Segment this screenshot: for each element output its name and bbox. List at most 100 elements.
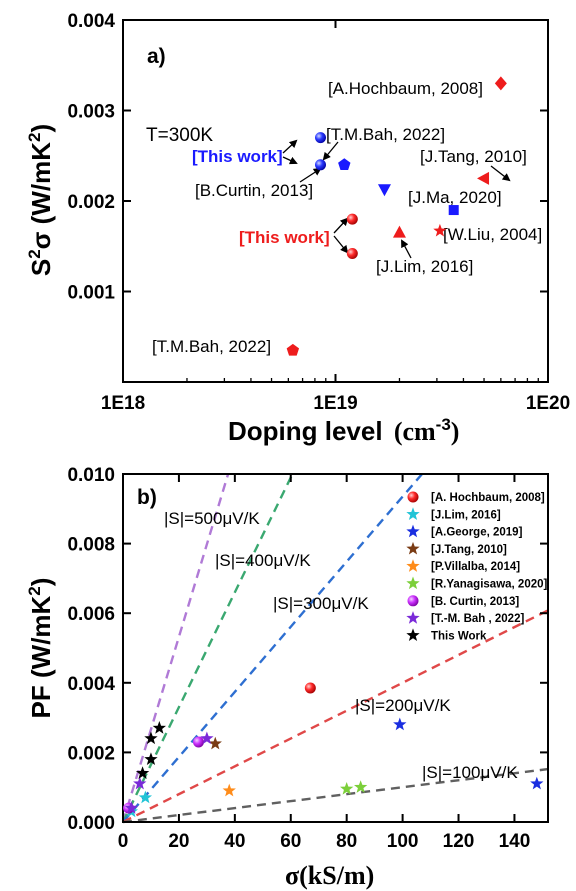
panel-b-legend: [A. Hochbaum, 2008] [J.Lim, 2016] [A.Georg… xyxy=(406,491,548,642)
panel-b-frame xyxy=(122,473,549,823)
legend-label: [R.Yanagisawa, 2020] xyxy=(431,579,548,591)
x-tick-label: 1E19 xyxy=(313,393,357,414)
legend-marker xyxy=(406,524,420,538)
x-tick-label: 120 xyxy=(443,831,475,852)
panel-b-y-axis-title: PF (W/mK2) xyxy=(25,578,56,719)
annotation-arrows xyxy=(282,139,511,259)
panel-b-x-axis: 0 20 40 60 80 100 120 140 xyxy=(118,474,531,852)
y-tick-label: 0.004 xyxy=(67,11,115,32)
slope-label-500: |S|=500μV/K xyxy=(164,509,260,528)
legend-label: [A. Hochbaum, 2008] xyxy=(431,492,545,504)
reference-line xyxy=(122,767,549,824)
legend-label: [P.Villalba, 2014] xyxy=(431,561,520,573)
legend-marker xyxy=(406,559,420,572)
data-point xyxy=(448,205,459,216)
annotation-liu: [W.Liu, 2004] xyxy=(443,225,542,244)
data-point xyxy=(133,776,147,790)
annotation-hochbaum: [A.Hochbaum, 2008] xyxy=(328,79,483,98)
y-tick-label: 0.002 xyxy=(67,192,115,213)
panel-a-label: a) xyxy=(147,45,166,68)
data-point xyxy=(315,159,327,171)
slope-label-300: |S|=300μV/K xyxy=(273,594,369,613)
data-point xyxy=(304,682,316,694)
slope-label-200: |S|=200μV/K xyxy=(355,696,451,715)
data-point xyxy=(338,158,351,171)
data-point xyxy=(200,731,214,745)
x-tick-label: 60 xyxy=(280,831,301,852)
data-point xyxy=(393,717,407,731)
panel-b-y-axis: 0.000 0.002 0.004 0.006 0.008 0.010 xyxy=(67,465,548,834)
legend-marker xyxy=(407,491,419,503)
data-point xyxy=(208,736,222,750)
legend-label: [J.Tang, 2010] xyxy=(431,544,507,556)
x-tick-label: 40 xyxy=(224,831,245,852)
data-point xyxy=(494,76,507,91)
annotation-bah-2022-top: [T.M.Bah, 2022] xyxy=(326,125,445,144)
data-point xyxy=(377,184,391,197)
data-point xyxy=(346,213,358,225)
annotation-this-work-blue: [This work] xyxy=(192,147,283,166)
y-tick-label: 0.000 xyxy=(67,813,115,834)
legend-label: [J.Lim, 2016] xyxy=(431,509,501,521)
legend-marker xyxy=(406,507,420,520)
panel-b-reference-lines xyxy=(121,473,549,824)
data-point xyxy=(138,790,153,804)
data-point xyxy=(315,132,327,144)
reference-line xyxy=(121,473,294,823)
y-tick-label: 0.002 xyxy=(67,743,115,764)
data-point xyxy=(346,247,358,259)
temperature-note: T=300K xyxy=(146,125,213,146)
panel-b-points xyxy=(123,682,544,818)
data-point xyxy=(433,223,447,237)
slope-label-400: |S|=400μV/K xyxy=(215,551,311,570)
x-tick-label: 20 xyxy=(168,831,189,852)
annotation-curtin: [B.Curtin, 2013] xyxy=(195,181,313,200)
panel-b: 0.000 0.002 0.004 0.006 0.008 0.010 0 20 40 60 80… xyxy=(25,465,549,890)
data-point xyxy=(152,721,167,734)
panel-a-points xyxy=(286,76,507,356)
data-point xyxy=(144,731,158,745)
y-tick-label: 0.006 xyxy=(67,604,115,625)
data-point xyxy=(530,776,544,790)
data-point xyxy=(340,781,354,795)
annotation-ma: [J.Ma, 2020] xyxy=(408,188,502,207)
annotation-lim: [J.Lim, 2016] xyxy=(376,257,473,276)
data-point xyxy=(392,225,406,238)
y-tick-label: 0.004 xyxy=(67,674,115,695)
slope-label-100: |S|=100μV/K xyxy=(422,763,518,782)
y-tick-label: 0.003 xyxy=(67,102,115,123)
x-tick-label: 100 xyxy=(387,831,419,852)
reference-line xyxy=(122,609,549,824)
x-tick-label: 1E18 xyxy=(101,393,145,414)
legend-marker xyxy=(406,611,420,624)
legend-marker xyxy=(406,576,420,590)
legend-marker xyxy=(407,595,419,607)
annotation-tang: [J.Tang, 2010] xyxy=(420,147,527,166)
panel-b-x-axis-title: σ(kS/m) xyxy=(285,861,374,890)
data-point xyxy=(222,783,236,797)
data-point xyxy=(354,780,368,793)
legend-marker xyxy=(406,628,420,642)
x-tick-label: 0 xyxy=(118,831,129,852)
panel-a-x-axis-title: Doping level (cm-3) xyxy=(228,415,459,446)
legend-label: [A.George, 2019] xyxy=(431,527,523,539)
x-tick-label: 80 xyxy=(336,831,357,852)
annotation-this-work-red: [This work] xyxy=(239,228,330,247)
x-tick-label: 140 xyxy=(499,831,531,852)
legend-label: This Work xyxy=(431,630,487,642)
y-tick-label: 0.008 xyxy=(67,535,115,556)
y-tick-label: 0.001 xyxy=(67,283,115,304)
annotation-bah-2022-bottom: [T.M.Bah, 2022] xyxy=(152,337,271,356)
data-point xyxy=(192,736,204,748)
panel-a: 0.001 0.002 0.003 0.004 1E18 1E19 1E20 a) T=3… xyxy=(25,11,570,446)
x-tick-label: 1E20 xyxy=(526,393,570,414)
panel-a-x-axis: 1E18 1E19 1E20 xyxy=(101,20,570,414)
legend-label: [T.-M. Bah , 2022] xyxy=(431,613,524,625)
data-point xyxy=(124,801,139,814)
data-point xyxy=(144,752,158,766)
panel-a-y-axis-title: S2σ (W/mK2) xyxy=(25,124,56,276)
legend-label: [B. Curtin, 2013] xyxy=(431,596,519,608)
legend-marker xyxy=(406,541,420,555)
data-point xyxy=(477,171,490,185)
